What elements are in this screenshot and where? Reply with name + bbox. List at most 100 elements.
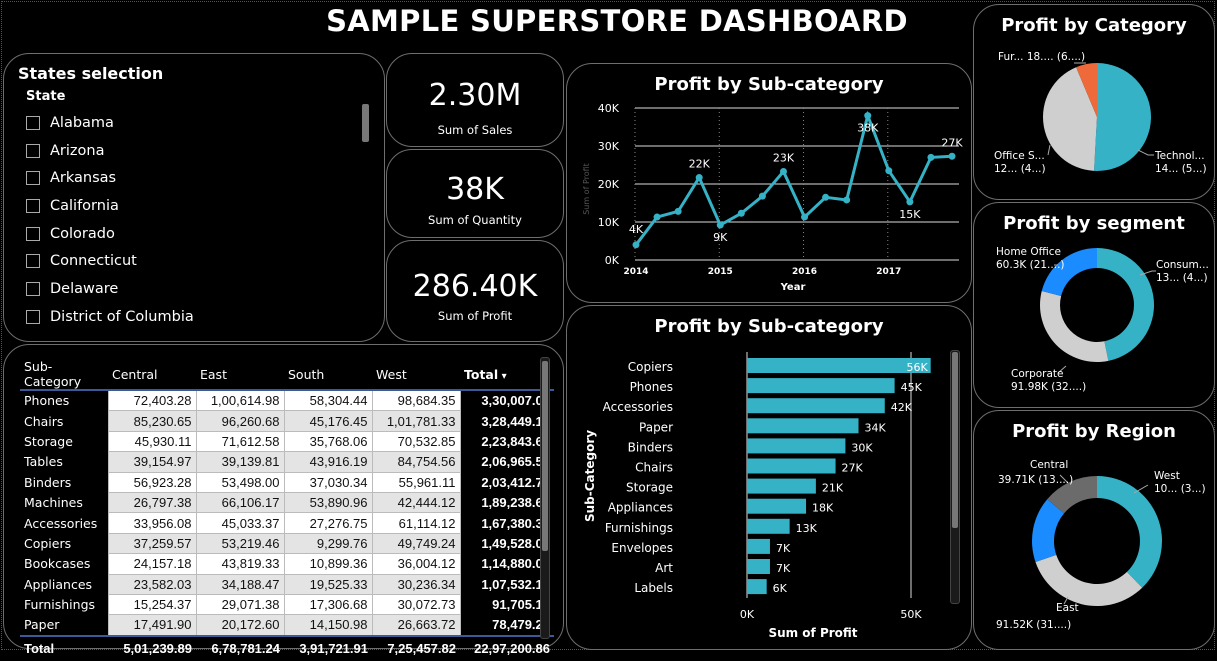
- bar[interactable]: [747, 438, 846, 454]
- slice-label: East: [1056, 602, 1079, 614]
- line-chart-title: Profit by Sub-category: [654, 74, 884, 95]
- slicer-title: States selection: [18, 64, 164, 83]
- line-point[interactable]: [927, 153, 935, 161]
- line-point[interactable]: [653, 213, 661, 221]
- line-point[interactable]: [906, 198, 914, 206]
- state-checkbox[interactable]: [26, 281, 40, 296]
- category-label: Binders: [628, 440, 673, 454]
- line-series: [634, 110, 953, 246]
- state-checkbox[interactable]: [26, 115, 40, 130]
- state-checkbox[interactable]: [26, 254, 40, 269]
- bar[interactable]: [747, 458, 836, 474]
- pie-slice[interactable]: [1097, 476, 1162, 588]
- pie-slice[interactable]: [1032, 499, 1065, 562]
- bar[interactable]: [747, 418, 859, 434]
- bar[interactable]: [747, 358, 931, 373]
- table-row: Paper 17,491.90 20,172.60 14,150.98 26,663.7…: [20, 614, 554, 637]
- bar[interactable]: [747, 398, 885, 414]
- state-option[interactable]: California: [26, 192, 194, 220]
- category-label: Furnishings: [605, 521, 673, 535]
- y-axis-title: Sub-Category: [583, 430, 597, 522]
- category-label: Art: [655, 561, 673, 575]
- bar[interactable]: [747, 378, 895, 394]
- bar[interactable]: [747, 538, 770, 554]
- state-option[interactable]: Colorado: [26, 220, 194, 248]
- state-checkbox[interactable]: [26, 171, 40, 186]
- column-header[interactable]: East: [196, 359, 284, 391]
- slice-value-label: 13... (4...): [1156, 272, 1208, 284]
- pie-slice[interactable]: [1040, 291, 1109, 362]
- line-point[interactable]: [632, 241, 640, 249]
- state-option[interactable]: District of Columbia: [26, 303, 194, 331]
- row-label: Binders: [24, 474, 72, 490]
- column-header[interactable]: Total ▾: [460, 359, 554, 391]
- table-cell: 39,154.97: [107, 451, 197, 473]
- kpi-profit-value: 286.40K: [412, 269, 538, 304]
- state-option[interactable]: Delaware: [26, 275, 194, 303]
- pie-slice[interactable]: [1041, 248, 1097, 296]
- pie-slice[interactable]: [1094, 63, 1151, 171]
- line-point[interactable]: [695, 174, 703, 182]
- line-point[interactable]: [948, 152, 956, 160]
- row-label: Chairs: [24, 413, 64, 429]
- column-header[interactable]: South: [284, 359, 372, 391]
- total-row: Total 5,01,239.89 6,78,781.24 3,91,721.91 7,…: [20, 634, 554, 661]
- slice-value-label: 10... (3...): [1154, 483, 1206, 495]
- row-label: Appliances: [24, 576, 93, 592]
- matrix-scrollbar[interactable]: [542, 361, 548, 551]
- state-option[interactable]: Arkansas: [26, 164, 194, 192]
- line-point[interactable]: [758, 192, 766, 200]
- pie-slice[interactable]: [1047, 476, 1097, 514]
- line-point[interactable]: [674, 207, 682, 215]
- y-tick-label: 40K: [598, 102, 620, 115]
- state-label: District of Columbia: [50, 308, 194, 325]
- state-option[interactable]: Arizona: [26, 137, 194, 165]
- row-total: 1,67,380.32: [481, 515, 550, 531]
- line-point[interactable]: [864, 112, 872, 120]
- kpi-profit-label: Sum of Profit: [437, 309, 513, 323]
- row-label: Paper: [24, 617, 60, 633]
- row-total: 1,49,528.03: [481, 535, 550, 551]
- state-checkbox[interactable]: [26, 143, 40, 158]
- state-checkbox[interactable]: [26, 226, 40, 241]
- table-cell: 72,403.28: [107, 389, 197, 412]
- line-point[interactable]: [737, 209, 745, 217]
- line-point[interactable]: [779, 167, 787, 175]
- bar[interactable]: [747, 498, 807, 514]
- bar[interactable]: [747, 518, 790, 534]
- x-axis-title: Year: [780, 282, 806, 293]
- row-label: Phones: [24, 393, 70, 409]
- data-label: 23K: [773, 151, 795, 164]
- table-cell: 26,797.38: [107, 491, 197, 514]
- table-cell: 23,582.03: [107, 573, 197, 595]
- data-label: 34K: [865, 421, 887, 434]
- bar[interactable]: [747, 579, 767, 595]
- pie-slice[interactable]: [1076, 63, 1097, 117]
- line-point[interactable]: [843, 196, 851, 204]
- line-point[interactable]: [885, 167, 893, 175]
- pie-slice[interactable]: [1035, 554, 1143, 606]
- column-header[interactable]: West: [372, 359, 460, 391]
- bar-scrollbar[interactable]: [952, 352, 958, 528]
- state-checkbox[interactable]: [26, 309, 40, 324]
- slicer-scrollbar[interactable]: [362, 104, 369, 142]
- bar[interactable]: [747, 559, 770, 574]
- line-point[interactable]: [716, 221, 724, 229]
- column-header[interactable]: Sub-Category: [20, 359, 108, 391]
- line-point[interactable]: [822, 193, 830, 201]
- state-option[interactable]: Alabama: [26, 109, 194, 137]
- pie-slice[interactable]: [1043, 67, 1097, 171]
- table-cell: 34,188.47: [195, 573, 285, 595]
- row-total: 91,705.16: [492, 597, 550, 613]
- slice-label: 91.52K (31....): [996, 619, 1071, 631]
- bar[interactable]: [747, 478, 816, 494]
- table-cell: 14,150.98: [283, 614, 373, 637]
- column-header[interactable]: Central: [108, 359, 196, 391]
- pie-slice[interactable]: [1097, 248, 1154, 361]
- slice-value-label: 14... (5...): [1155, 163, 1207, 175]
- state-checkbox[interactable]: [26, 198, 40, 213]
- line-point[interactable]: [801, 213, 809, 221]
- state-option[interactable]: Connecticut: [26, 247, 194, 275]
- table-cell: 71,612.58: [195, 430, 285, 453]
